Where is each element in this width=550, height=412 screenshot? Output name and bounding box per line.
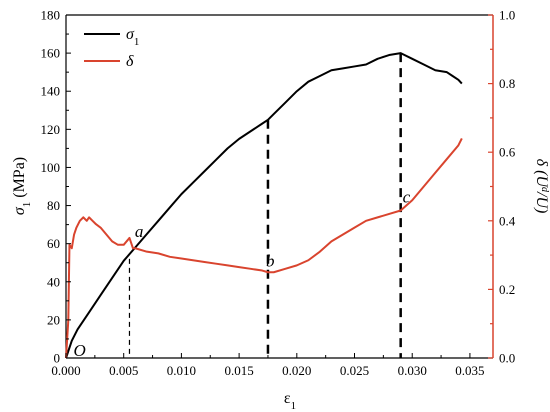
- y-left-tick-label: 20: [47, 312, 60, 327]
- x-axis-ticks: 0.000 0.005 0.010 0.015 0.020 0.025 0.030 0.035: [51, 353, 485, 378]
- y-left-tick-label: 180: [41, 8, 61, 23]
- x-tick-label: 0.030: [398, 363, 427, 378]
- y-left-axis-ticks: 0 20 40 60 80 100 120 140 160 180: [41, 8, 71, 366]
- point-label-o: O: [73, 341, 85, 360]
- legend-label-sigma: σ1: [126, 26, 139, 48]
- point-label-c: c: [403, 188, 411, 207]
- y-right-tick-label: 0.0: [499, 351, 515, 366]
- x-tick-label: 0.025: [340, 363, 369, 378]
- y-left-tick-label: 140: [41, 84, 61, 99]
- y-right-tick-label: 0.4: [499, 213, 516, 228]
- y-right-axis-title: δ (Ud/U): [533, 159, 550, 214]
- y-left-tick-label: 120: [41, 122, 61, 137]
- y-left-tick-label: 60: [47, 236, 60, 251]
- delta-series-line: [65, 138, 463, 359]
- series-lines: [65, 52, 463, 359]
- y-left-tick-label: 0: [54, 351, 61, 366]
- y-left-tick-label: 80: [47, 198, 60, 213]
- point-label-b: b: [266, 251, 275, 270]
- x-tick-label: 0.015: [224, 363, 253, 378]
- x-tick-label: 0.020: [282, 363, 311, 378]
- y-left-tick-label: 40: [47, 274, 60, 289]
- y-right-tick-label: 0.6: [499, 145, 516, 160]
- x-tick-label: 0.005: [109, 363, 138, 378]
- legend: σ1 δ: [84, 26, 139, 70]
- sigma-series-line: [65, 52, 463, 359]
- y-left-tick-label: 100: [41, 160, 61, 175]
- y-left-axis-title: σ1 (MPa): [11, 157, 33, 215]
- y-left-tick-label: 160: [41, 46, 61, 61]
- y-right-axis-ticks: 0.0 0.2 0.4 0.6 0.8 1.0: [488, 8, 516, 366]
- point-markers: Oa b c: [73, 188, 410, 360]
- x-tick-label: 0.035: [455, 363, 484, 378]
- y-right-tick-label: 0.2: [499, 282, 515, 297]
- y-right-tick-label: 0.8: [499, 76, 515, 91]
- x-axis-title: ε1: [284, 390, 296, 412]
- point-label-a: a: [135, 222, 144, 241]
- x-tick-label: 0.000: [51, 363, 80, 378]
- legend-label-delta: δ: [126, 53, 134, 70]
- y-right-tick-label: 1.0: [499, 8, 515, 23]
- dashed-guide-lines: [128, 53, 402, 358]
- x-tick-label: 0.010: [167, 363, 196, 378]
